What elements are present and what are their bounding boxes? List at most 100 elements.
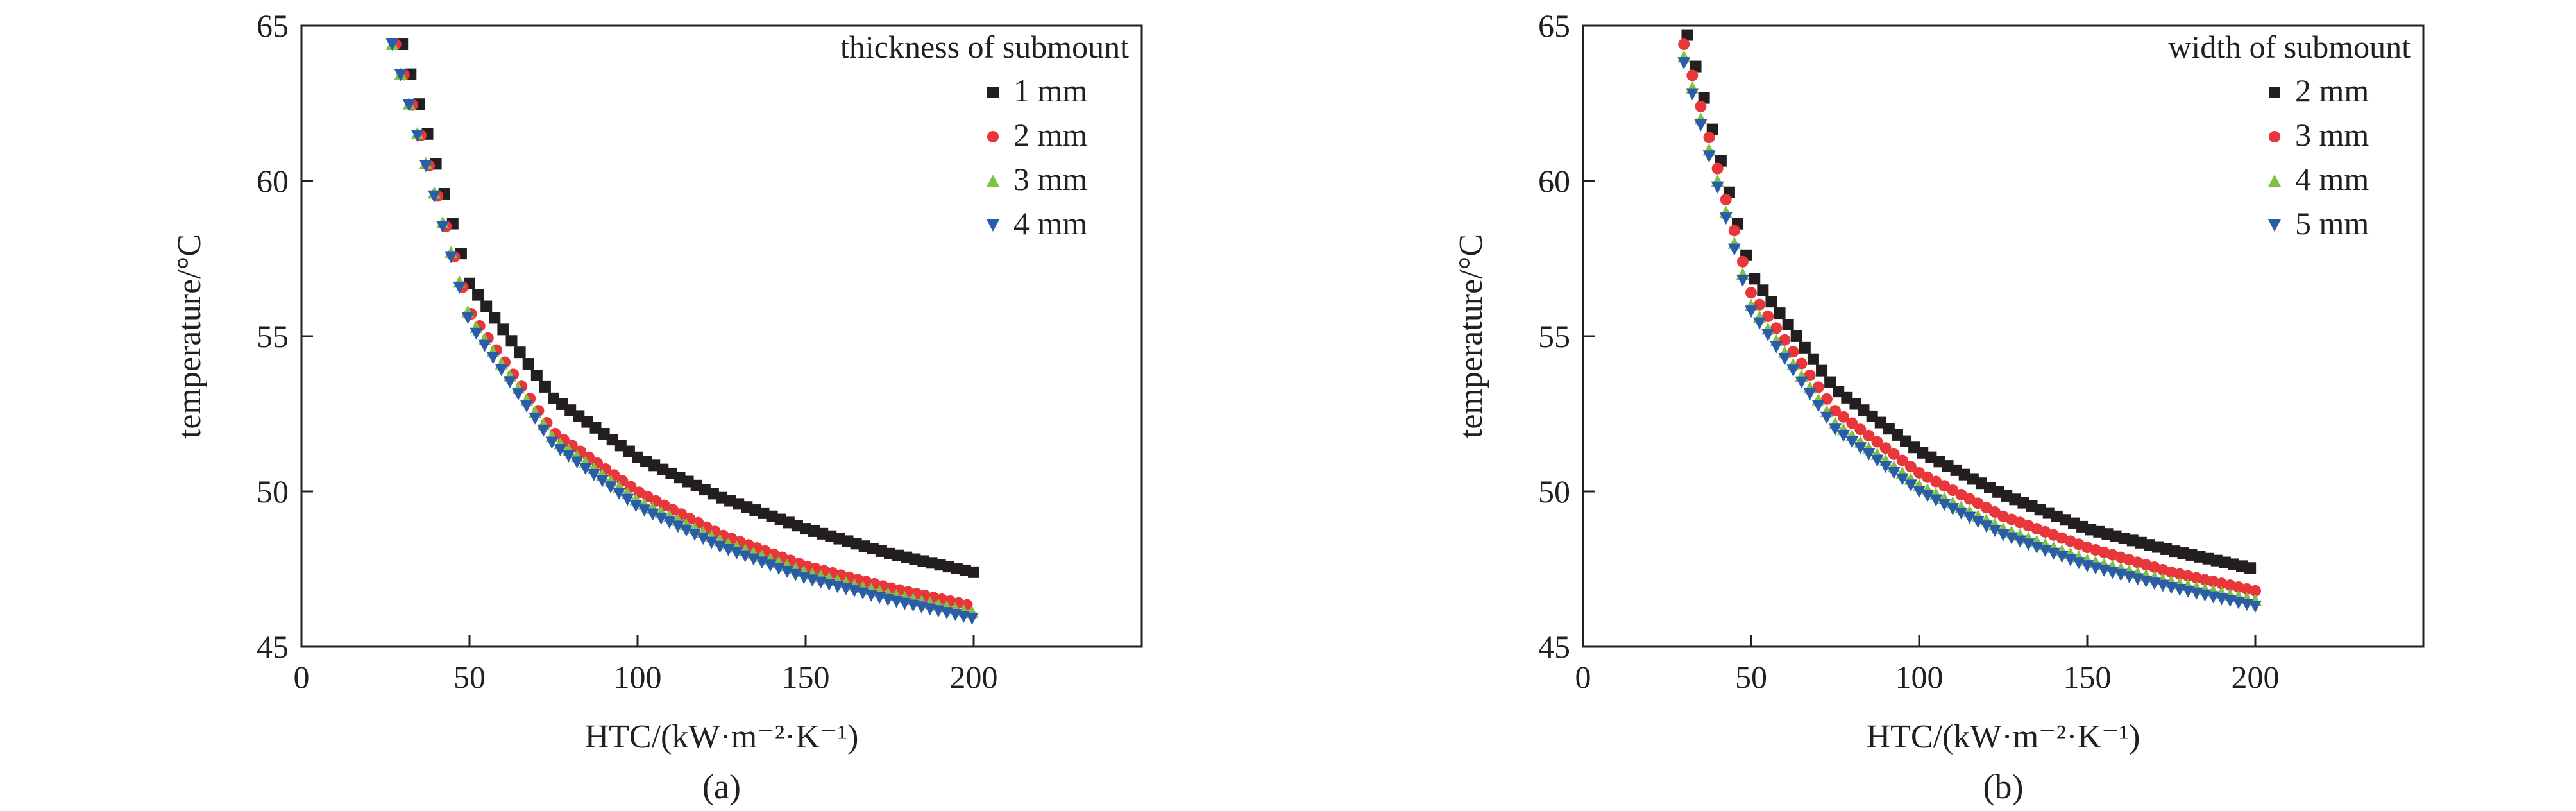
x-tick-label: 0 (1575, 659, 1591, 695)
axis-ticks: 0 50 100 150 200 45 50 55 60 65 (1538, 8, 2280, 695)
y-tick-label: 45 (257, 629, 289, 665)
legend-marker (2268, 175, 2281, 187)
data-point (730, 547, 743, 559)
data-point (1736, 255, 1749, 268)
data-point (1954, 507, 1968, 520)
series-5-mm (1677, 57, 2262, 613)
x-tick-label: 150 (2063, 659, 2112, 695)
data-point (638, 504, 651, 517)
data-point (529, 412, 542, 425)
y-axis-label: temperature/°C (171, 234, 208, 438)
data-point (1779, 334, 1791, 346)
data-point (621, 493, 634, 506)
data-point (2055, 551, 2069, 563)
data-point (2250, 585, 2261, 597)
data-point (514, 346, 526, 359)
chart-panel-a: 0 50 100 150 200 45 50 55 60 65 thickness of subm… (171, 8, 1143, 806)
data-point (705, 536, 718, 549)
data-point (1677, 57, 1691, 70)
data-point (1854, 423, 1867, 436)
data-point (1681, 29, 1693, 41)
data-point (1695, 100, 1707, 112)
data-point (1754, 298, 1766, 311)
data-point (688, 528, 702, 541)
data-point (386, 38, 399, 51)
data-point (1888, 448, 1900, 460)
data-point (537, 424, 550, 437)
data-point (1678, 38, 1690, 51)
data-point (419, 160, 432, 173)
data-point (1711, 181, 1724, 194)
data-point (2005, 532, 2019, 545)
data-point (2022, 538, 2035, 551)
data-point (1816, 364, 1828, 377)
data-point (1753, 317, 1767, 330)
legend-marker (2268, 219, 2281, 232)
data-point (503, 376, 516, 389)
data-point (1686, 69, 1699, 81)
data-point (587, 468, 600, 481)
data-point (1770, 322, 1783, 334)
data-point (1837, 429, 1851, 442)
legend-label: 1 mm (1013, 73, 1087, 108)
data-point (747, 553, 760, 566)
x-tick-label: 150 (782, 659, 830, 695)
data-point (539, 380, 551, 393)
x-tick-label: 100 (1895, 659, 1944, 695)
data-point (1988, 524, 2001, 537)
data-point (1690, 60, 1702, 73)
data-point (697, 533, 710, 545)
y-tick-label: 55 (257, 318, 289, 354)
data-point (436, 221, 450, 234)
x-tick-label: 50 (453, 659, 486, 695)
data-point (1895, 473, 1909, 486)
data-point (1686, 88, 1699, 101)
data-point (663, 516, 676, 529)
data-point (772, 563, 786, 576)
legend-title: thickness of submount (840, 29, 1129, 65)
legend-label: 3 mm (1013, 161, 1087, 197)
data-point (1795, 357, 1808, 370)
data-point (1997, 529, 2010, 542)
series-4-mm (386, 38, 979, 625)
data-point (478, 339, 491, 352)
chart-panel-b: 0 50 100 150 200 45 50 55 60 65 width of submount… (1453, 8, 2425, 806)
data-point (562, 450, 575, 463)
data-point (1804, 369, 1816, 381)
data-point (1745, 305, 1758, 318)
legend-label: 2 mm (2295, 73, 2369, 108)
legend-title: width of submount (2168, 29, 2411, 65)
data-point (1811, 400, 1825, 413)
data-point (713, 540, 727, 553)
data-point (1702, 150, 1716, 163)
data-point (1887, 466, 1901, 479)
data-point (646, 508, 659, 521)
y-tick-label: 50 (257, 474, 289, 509)
data-point (679, 524, 693, 537)
data-point (480, 300, 493, 312)
data-point (2030, 542, 2044, 554)
data-points (1677, 29, 2262, 613)
data-point (1799, 341, 1811, 354)
data-point (2013, 535, 2027, 548)
data-point (1787, 346, 1799, 358)
legend-label: 3 mm (2295, 117, 2369, 153)
axis-ticks: 0 50 100 150 200 45 50 55 60 65 (257, 8, 998, 695)
data-point (1786, 364, 1800, 377)
y-tick-label: 65 (257, 8, 289, 44)
data-point (1719, 212, 1733, 225)
y-tick-label: 50 (1538, 474, 1570, 509)
x-axis-label: HTC/(kW·m⁻²·K⁻¹) (585, 719, 859, 755)
legend-label: 2 mm (1013, 117, 1087, 153)
data-point (629, 500, 643, 513)
data-point (1820, 393, 1833, 405)
legend: width of submount 2 mm 3 mm 4 mm 5 mm (2168, 29, 2411, 241)
data-point (1820, 411, 1833, 424)
data-point (511, 388, 525, 401)
data-point (427, 190, 441, 203)
data-point (965, 612, 979, 625)
data-point (1770, 341, 1783, 354)
x-tick-label: 0 (294, 659, 310, 695)
data-point (554, 444, 567, 457)
